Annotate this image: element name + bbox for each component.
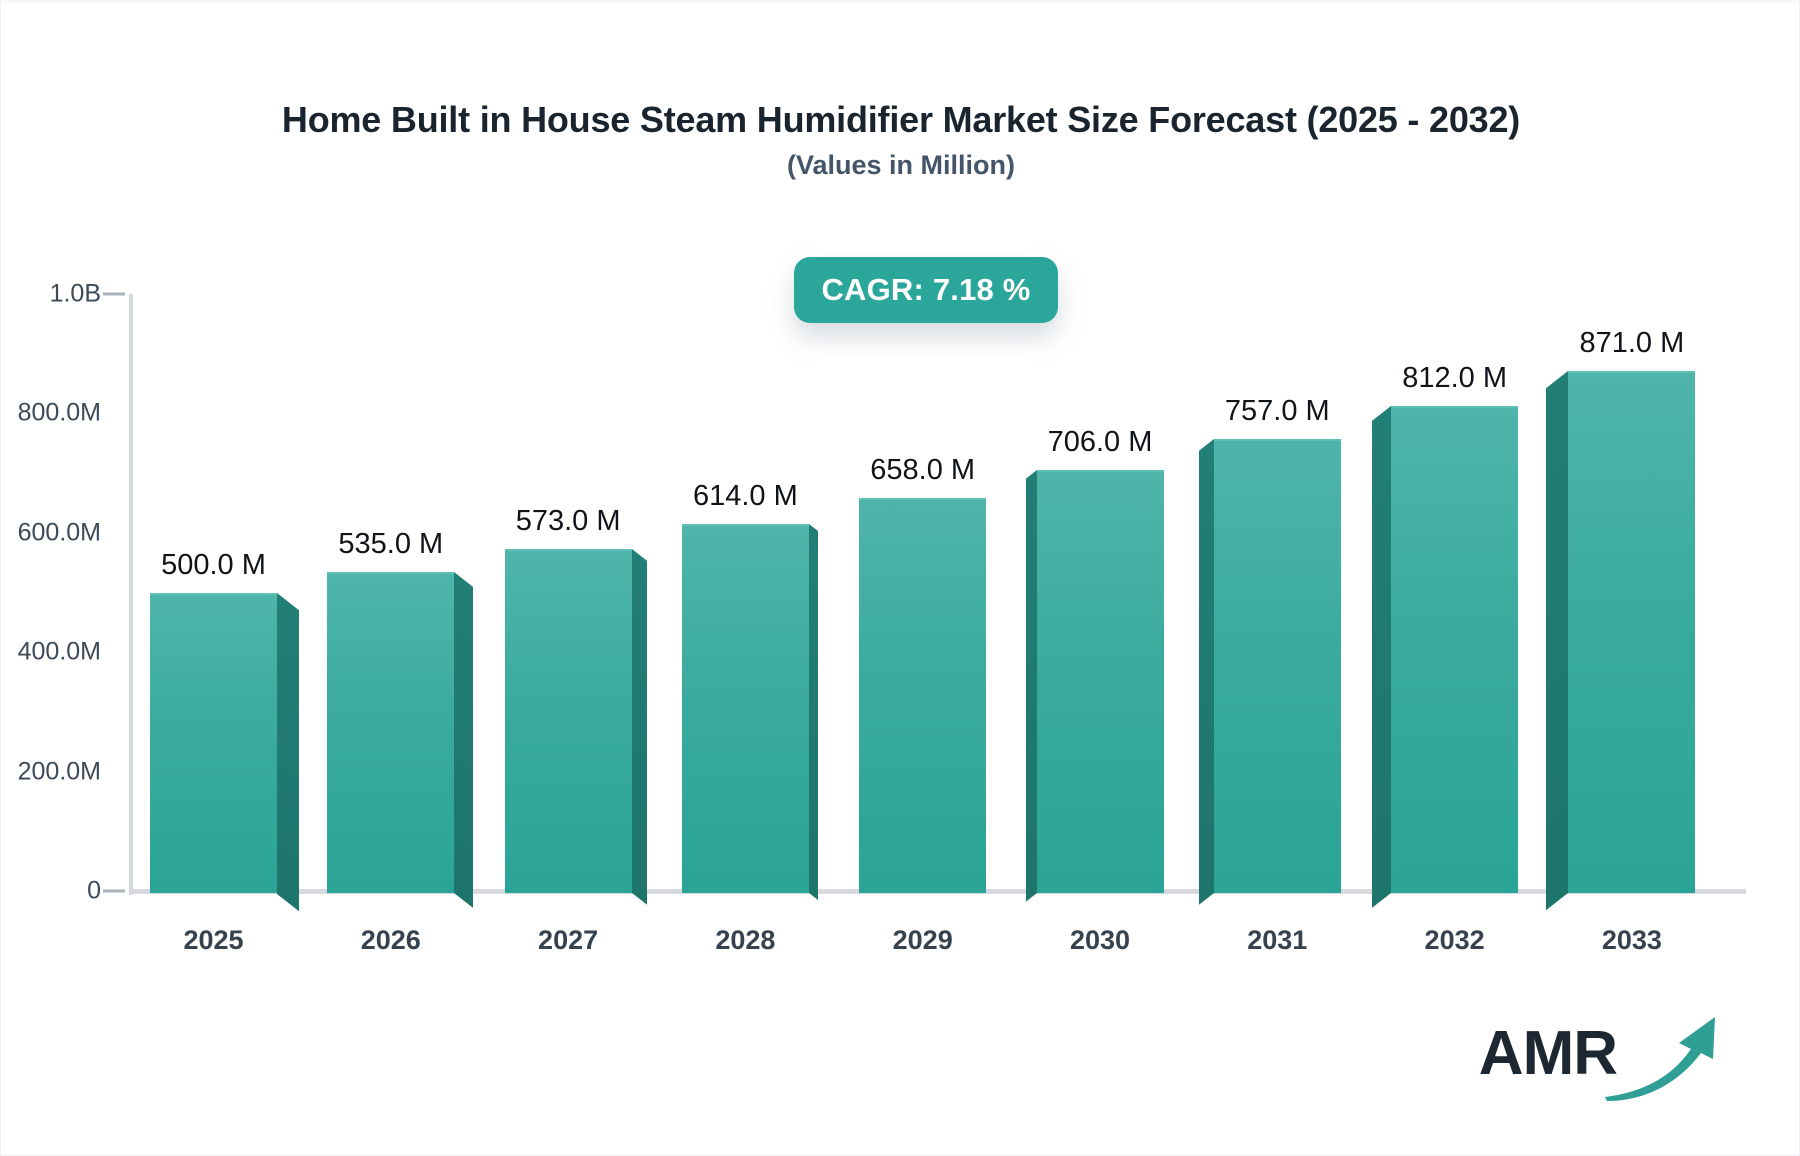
bar-2033 — [1568, 371, 1696, 893]
amr-logo: AMR — [1479, 1005, 1721, 1103]
y-axis-tick-mark — [103, 889, 125, 893]
bar-side-2025 — [277, 592, 299, 911]
bar-2030 — [1036, 469, 1164, 893]
y-axis-tick-label: 800.0M — [17, 398, 101, 427]
x-axis-label-2031: 2031 — [1247, 925, 1308, 955]
bar-side-2027 — [631, 548, 647, 905]
bar-side-2031 — [1198, 439, 1214, 905]
bar-value-label: 658.0 M — [870, 454, 976, 487]
chart-subtitle: (Values in Million) — [786, 150, 1016, 180]
bar-2028 — [681, 524, 809, 893]
bar-value-label: 706.0 M — [1047, 425, 1153, 458]
y-axis-tick-label: 1.0B — [49, 279, 101, 308]
y-axis-line — [129, 294, 133, 895]
bar-value-label: 573.0 M — [515, 504, 621, 537]
x-axis-label-2028: 2028 — [715, 925, 776, 955]
bar-2026 — [327, 571, 455, 893]
bar-side-2033 — [1546, 371, 1569, 911]
y-axis-tick-label: 0 — [87, 876, 101, 905]
growth-arrow-icon — [1605, 1017, 1715, 1101]
y-axis-tick-label: 600.0M — [17, 518, 101, 547]
x-axis-label-2032: 2032 — [1424, 925, 1485, 955]
x-axis-label-2033: 2033 — [1601, 925, 1662, 955]
bar-value-label: 871.0 M — [1579, 327, 1685, 359]
cagr-badge: CAGR: 7.18 % — [794, 257, 1058, 323]
y-axis-tick-label: 200.0M — [17, 757, 101, 786]
x-axis-label-2029: 2029 — [892, 925, 953, 955]
bar-value-label: 614.0 M — [692, 480, 798, 513]
bar-2029 — [859, 498, 987, 893]
bar-value-label: 757.0 M — [1224, 395, 1330, 428]
bar-side-2030 — [1025, 469, 1037, 902]
amr-logo-text: AMR — [1478, 1019, 1618, 1088]
x-axis-label-2026: 2026 — [360, 925, 421, 955]
cagr-badge-label: CAGR: 7.18 % — [821, 272, 1031, 307]
bar-2031 — [1213, 439, 1341, 893]
bar-side-2026 — [454, 571, 474, 908]
bar-value-label: 535.0 M — [338, 527, 444, 560]
bar-side-2028 — [808, 524, 818, 901]
y-axis-tick-label: 400.0M — [17, 637, 101, 666]
x-axis-label-2027: 2027 — [538, 925, 599, 955]
chart-title: Home Built in House Steam Humidifier Mar… — [281, 99, 1521, 140]
bar-2025 — [150, 592, 277, 893]
bar-2032 — [1391, 406, 1519, 893]
bar-value-label: 812.0 M — [1402, 362, 1507, 395]
bar-value-label: 500.0 M — [161, 548, 266, 581]
x-axis-label-2030: 2030 — [1069, 925, 1131, 955]
y-axis-tick-mark — [103, 292, 125, 296]
x-axis-label-2025: 2025 — [183, 925, 244, 955]
bar-2027 — [504, 548, 632, 893]
bar-side-2032 — [1372, 406, 1392, 908]
